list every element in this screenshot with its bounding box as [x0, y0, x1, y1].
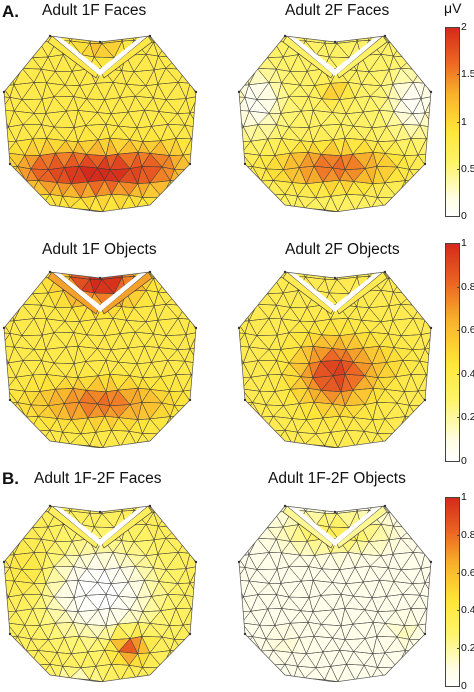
- topo-map-adult-1f-objects: [2, 270, 198, 448]
- colorbar-tick-mark: [457, 27, 460, 28]
- colorbar-diff: [445, 497, 460, 687]
- colorbar-tick-mark: [457, 74, 460, 76]
- topo-map-adult-2f-faces: [237, 34, 433, 212]
- colorbar-tick-label: 2: [461, 21, 467, 33]
- colorbar-tick-label: 0: [461, 455, 467, 467]
- colorbar-tick-mark: [457, 610, 460, 612]
- colorbar-tick-mark: [457, 417, 460, 419]
- colorbar-tick-label: 1.5: [461, 68, 474, 81]
- colorbar-tick-mark: [457, 648, 460, 650]
- colorbar-tick-label: 0: [461, 680, 467, 692]
- colorbar-tick-mark: [457, 461, 460, 462]
- topo-map-adult-1f-2f-faces: [2, 504, 198, 682]
- map-title-adult-1f-faces: Adult 1F Faces: [42, 2, 147, 19]
- colorbar-tick-label: 1: [461, 115, 467, 128]
- colorbar-tick-label: 0.6: [461, 566, 474, 579]
- topo-map-adult-1f-faces: [2, 34, 198, 212]
- colorbar-tick-label: 0.4: [461, 367, 474, 380]
- colorbar-faces-unit: μV: [444, 0, 462, 16]
- colorbar-tick-mark: [457, 497, 460, 498]
- colorbar-tick-mark: [457, 243, 460, 244]
- colorbar-tick-label: 1: [461, 491, 467, 503]
- colorbar-tick-mark: [457, 373, 460, 375]
- map-title-adult-1f-2f-faces: Adult 1F-2F Faces: [34, 470, 162, 487]
- colorbar-tick-label: 1: [461, 237, 467, 249]
- colorbar-objects: [445, 243, 460, 462]
- colorbar-tick-label: 0: [461, 210, 467, 222]
- map-title-adult-2f-objects: Adult 2F Objects: [285, 241, 400, 258]
- topo-map-adult-2f-objects: [237, 270, 433, 448]
- colorbar-tick-label: 0.8: [461, 280, 474, 293]
- colorbar-tick-mark: [457, 216, 460, 217]
- map-title-adult-2f-faces: Adult 2F Faces: [285, 2, 390, 19]
- panel-a-letter: A.: [2, 2, 19, 21]
- colorbar-tick-label: 0.8: [461, 528, 474, 541]
- colorbar-tick-mark: [457, 572, 460, 574]
- colorbar-tick-label: 0.2: [461, 642, 474, 655]
- colorbar-tick-label: 0.6: [461, 324, 474, 337]
- panel-b-letter: B.: [2, 469, 19, 488]
- colorbar-tick-mark: [457, 534, 460, 536]
- colorbar-tick-mark: [457, 286, 460, 288]
- topo-map-adult-1f-2f-objects: [237, 504, 433, 682]
- colorbar-tick-label: 0.2: [461, 411, 474, 424]
- colorbar-tick-mark: [457, 168, 460, 170]
- colorbar-tick-label: 0.4: [461, 604, 474, 617]
- colorbar-tick-mark: [457, 330, 460, 332]
- map-title-adult-1f-objects: Adult 1F Objects: [42, 241, 157, 258]
- map-title-adult-1f-2f-objects: Adult 1F-2F Objects: [268, 470, 406, 487]
- colorbar-tick-label: 0.5: [461, 162, 474, 175]
- colorbar-tick-mark: [457, 686, 460, 687]
- colorbar-tick-mark: [457, 121, 460, 123]
